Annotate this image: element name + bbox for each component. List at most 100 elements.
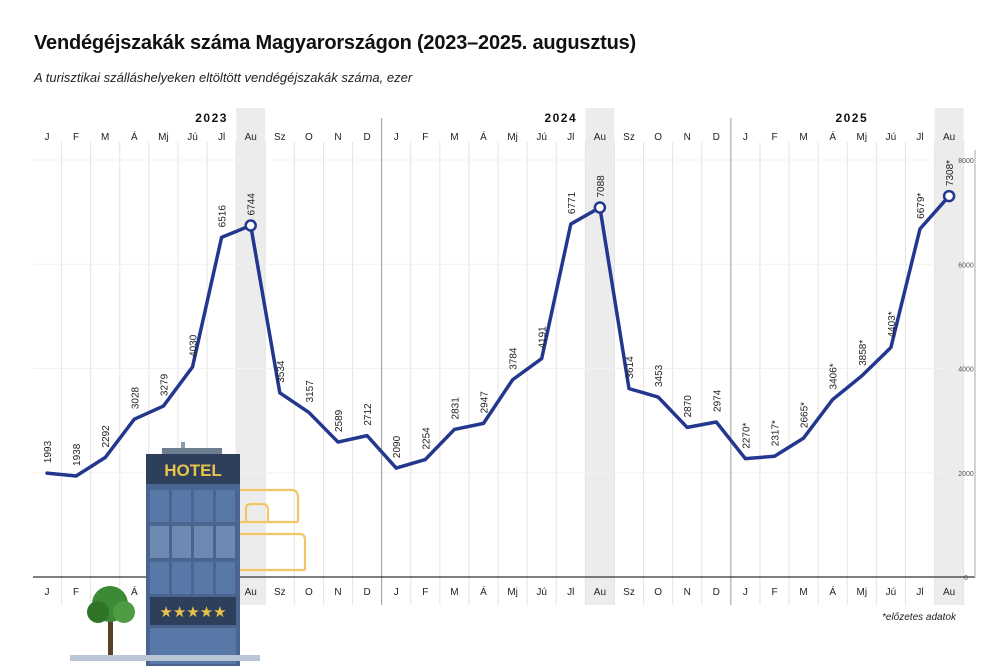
- month-label-top: O: [654, 132, 662, 143]
- data-label: 4403*: [887, 311, 898, 337]
- hotel-illustration: HOTEL ★★★★★: [70, 442, 307, 666]
- chart-title: Vendégéjszakák száma Magyarországon (202…: [34, 32, 637, 54]
- month-label-top: D: [363, 132, 370, 143]
- month-label-bottom: O: [654, 587, 662, 598]
- month-label-top: J: [743, 132, 748, 143]
- data-label: 2317*: [771, 420, 782, 446]
- data-label: 2589: [334, 409, 345, 432]
- month-label-bottom: D: [713, 587, 720, 598]
- data-label: 3279: [159, 373, 170, 396]
- ground: [70, 655, 260, 661]
- hotel-window: [216, 490, 235, 522]
- month-label-top: Á: [131, 130, 138, 143]
- month-label-bottom: Jl: [916, 587, 923, 598]
- month-label-bottom: Au: [594, 587, 606, 598]
- data-point-highlight: [593, 201, 607, 214]
- stars-panel: [150, 597, 236, 625]
- data-label: 4191: [538, 326, 549, 349]
- highlight-band: [236, 108, 266, 605]
- month-label-top: Mj: [857, 132, 868, 143]
- data-point-highlight: [244, 219, 257, 232]
- month-label-top: Jú: [536, 132, 547, 143]
- tick-labels: 2023 2024 2025 J J F F M M Á Á Mj Mj Jú Jú Jl Jl Au Au Sz Sz…: [45, 111, 974, 598]
- hotel-window: [172, 526, 191, 558]
- data-label: 7308*: [945, 160, 956, 186]
- data-label: 2270*: [741, 422, 752, 448]
- data-label: 4030: [189, 334, 200, 357]
- bed-icon: [240, 488, 307, 572]
- data-label: 6679*: [916, 193, 927, 219]
- tree-leaf: [113, 601, 135, 623]
- month-label-bottom: N: [684, 587, 691, 598]
- month-label-bottom: Á: [480, 585, 487, 598]
- data-label: 2831: [450, 397, 461, 420]
- data-label: 3534: [276, 360, 287, 383]
- data-point-highlight: [942, 189, 956, 203]
- month-label-top: Au: [594, 132, 606, 143]
- data-label: 2870: [683, 395, 694, 418]
- hotel-sign-board: [146, 454, 240, 484]
- month-label-top: F: [771, 132, 777, 143]
- month-label-bottom: J: [45, 587, 50, 598]
- hotel-window: [150, 526, 169, 558]
- tree-leaf: [87, 601, 109, 623]
- antenna: [181, 442, 185, 452]
- y-tick-label: 4000: [958, 367, 974, 374]
- month-label-bottom: F: [73, 587, 79, 598]
- month-label-top: N: [684, 132, 691, 143]
- month-label-top: F: [422, 132, 428, 143]
- month-label-bottom: Au: [245, 587, 257, 598]
- year-label: 2024: [544, 111, 577, 125]
- month-label-top: Jl: [567, 132, 574, 143]
- month-label-bottom: Á: [829, 585, 836, 598]
- hotel-window: [194, 562, 213, 594]
- month-label-bottom: M: [450, 587, 458, 598]
- month-label-bottom: O: [305, 587, 313, 598]
- hotel-window: [150, 490, 169, 522]
- data-label: 2712: [363, 403, 374, 426]
- month-label-bottom: N: [334, 587, 341, 598]
- month-label-top: M: [799, 132, 807, 143]
- roof: [162, 448, 222, 456]
- series: [45, 189, 956, 478]
- series-line: [45, 194, 951, 478]
- y-tick-label: 0: [964, 575, 968, 582]
- month-label-bottom: M: [799, 587, 807, 598]
- data-label: 2974: [712, 389, 723, 412]
- month-label-top: Au: [943, 132, 955, 143]
- y-tick-label: 6000: [958, 262, 974, 269]
- data-label: 2292: [101, 425, 112, 448]
- highlight-band: [585, 108, 615, 605]
- data-label: 6744: [247, 193, 258, 216]
- footnote: *előzetes adatok: [882, 612, 956, 623]
- month-label-top: M: [450, 132, 458, 143]
- data-label: 3453: [654, 364, 665, 387]
- month-label-top: Sz: [623, 132, 635, 143]
- y-tick-label: 8000: [958, 158, 974, 165]
- tree-trunk: [108, 615, 113, 655]
- hotel-window: [150, 562, 169, 594]
- month-label-top: Jl: [218, 132, 225, 143]
- data-label: 3784: [509, 347, 520, 370]
- year-label: 2023: [195, 111, 228, 125]
- data-label: 3406*: [829, 363, 840, 389]
- data-label: 2665*: [800, 402, 811, 428]
- month-label-bottom: Sz: [623, 587, 635, 598]
- data-label: 7088: [596, 175, 607, 198]
- month-label-top: Jú: [187, 132, 198, 143]
- month-label-bottom: Jl: [567, 587, 574, 598]
- month-label-bottom: Au: [943, 587, 955, 598]
- data-label: 6516: [218, 205, 229, 228]
- month-label-top: Á: [480, 130, 487, 143]
- grid-lines: [33, 142, 965, 605]
- month-label-bottom: Mj: [857, 587, 868, 598]
- month-label-bottom: J: [743, 587, 748, 598]
- year-label: 2025: [835, 111, 868, 125]
- data-label: 6771: [567, 191, 578, 214]
- data-label: 2090: [392, 435, 403, 458]
- month-label-top: J: [45, 132, 50, 143]
- data-label: 2947: [480, 391, 491, 414]
- month-label-top: Jú: [886, 132, 897, 143]
- data-label: 1938: [72, 443, 83, 466]
